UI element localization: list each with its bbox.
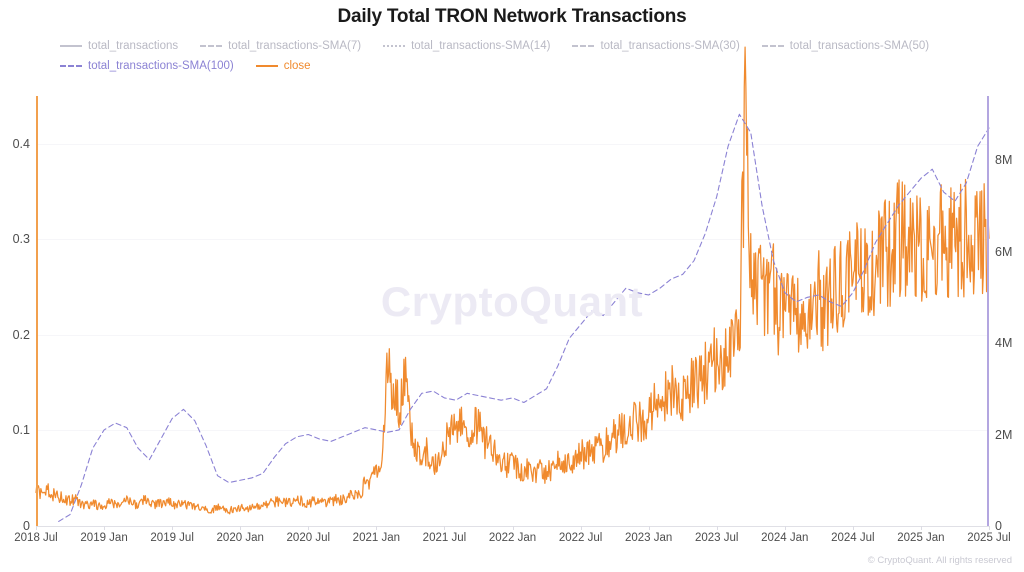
legend-item-6[interactable]: close bbox=[255, 58, 311, 74]
x-tick-label-7: 2022 Jan bbox=[488, 532, 537, 544]
legend-item-0[interactable]: total_transactions bbox=[60, 38, 178, 54]
y-tick-right-0: 0 bbox=[995, 519, 1002, 533]
legend-item-label: total_transactions-SMA(14) bbox=[411, 40, 551, 52]
x-tick-mark-8 bbox=[580, 526, 582, 530]
legend-item-label: total_transactions bbox=[88, 40, 179, 52]
y-tick-right-2: 4M bbox=[995, 336, 1013, 351]
legend-item-5[interactable]: total_transactions-SMA(100) bbox=[60, 58, 234, 74]
x-tick-mark-4 bbox=[308, 526, 310, 530]
series-canvas bbox=[35, 46, 990, 522]
x-tick-mark-9 bbox=[648, 526, 650, 530]
x-tick-label-13: 2025 Jan bbox=[897, 532, 945, 544]
copyright-footer: © CryptoQuant. All rights reserved bbox=[867, 555, 1012, 566]
x-tick-mark-11 bbox=[784, 526, 786, 530]
x-tick-label-10: 2023 Jul bbox=[694, 532, 739, 544]
legend-item-1[interactable]: total_transactions-SMA(7) bbox=[200, 38, 361, 54]
legend-item-label: total_transactions-SMA(50) bbox=[789, 40, 930, 52]
legend-item-label: total_transactions-SMA(100) bbox=[88, 60, 234, 72]
x-tick-mark-7 bbox=[512, 526, 514, 530]
x-tick-mark-5 bbox=[376, 526, 378, 530]
y-tick-right-4: 8M bbox=[995, 153, 1013, 168]
x-tick-label-4: 2020 Jul bbox=[286, 532, 331, 544]
legend-line-swatch-icon bbox=[60, 65, 82, 67]
x-tick-mark-13 bbox=[920, 526, 922, 530]
y-tick-right-3: 6M bbox=[995, 244, 1013, 259]
legend-line-swatch-icon bbox=[383, 45, 406, 47]
series-line-total_transactions-SMA(100) bbox=[58, 113, 990, 522]
gridline bbox=[36, 143, 989, 145]
gridline bbox=[36, 334, 989, 336]
legend-item-label: total_transactions-SMA(7) bbox=[228, 40, 362, 52]
x-tick-label-6: 2021 Jul bbox=[422, 532, 467, 544]
x-tick-mark-3 bbox=[240, 526, 242, 530]
x-tick-label-12: 2024 Jul bbox=[831, 532, 875, 544]
x-tick-label-9: 2023 Jan bbox=[624, 532, 673, 544]
legend-item-4[interactable]: total_transactions-SMA(50) bbox=[761, 38, 930, 54]
y-axis-right-labels: 0 2M 4M 6M 8M bbox=[995, 96, 1024, 533]
y-tick-right-1: 2M bbox=[995, 427, 1013, 442]
y-tick-left-0: 0 bbox=[23, 519, 30, 533]
y-tick-left-4: 0.4 bbox=[12, 136, 30, 151]
y-axis-right-line bbox=[987, 96, 989, 526]
x-tick-label-14: 2025 Jul bbox=[967, 532, 1011, 544]
chart-legend[interactable]: total_transactions total_transactions-SMA… bbox=[60, 38, 1020, 74]
series-line-close bbox=[35, 46, 990, 515]
x-tick-mark-6 bbox=[444, 526, 446, 530]
y-axis-left-line bbox=[36, 96, 38, 526]
legend-line-swatch-icon bbox=[572, 45, 595, 47]
legend-line-swatch-icon bbox=[761, 45, 784, 47]
y-tick-left-1: 0.1 bbox=[12, 423, 30, 438]
x-tick-label-0: 2018 Jul bbox=[14, 532, 58, 544]
x-tick-label-8: 2022 Jul bbox=[558, 532, 603, 544]
legend-line-swatch-icon bbox=[60, 45, 82, 47]
legend-item-label: total_transactions-SMA(30) bbox=[600, 40, 740, 52]
x-tick-mark-1 bbox=[104, 526, 106, 530]
legend-item-3[interactable]: total_transactions-SMA(30) bbox=[572, 38, 740, 54]
x-axis-labels: 2018 Jul 2019 Jan 2019 Jul 2020 Jan 2020 Jul… bbox=[14, 532, 1010, 552]
legend-item-2[interactable]: total_transactions-SMA(14) bbox=[383, 38, 550, 54]
gridline bbox=[36, 430, 989, 432]
legend-item-label: close bbox=[283, 60, 311, 72]
x-tick-label-2: 2019 Jul bbox=[150, 532, 194, 544]
x-tick-label-11: 2024 Jan bbox=[761, 532, 809, 544]
x-tick-mark-2 bbox=[172, 526, 174, 530]
y-axis-left-labels: 0 0.1 0.2 0.3 0.4 bbox=[0, 96, 30, 533]
x-tick-mark-0 bbox=[36, 526, 37, 530]
y-tick-left-2: 0.2 bbox=[12, 327, 30, 342]
x-tick-mark-10 bbox=[716, 526, 718, 530]
legend-line-swatch-icon bbox=[255, 65, 278, 67]
gridline bbox=[36, 239, 989, 241]
plot-area bbox=[35, 46, 990, 526]
legend-line-swatch-icon bbox=[200, 45, 223, 47]
x-tick-label-5: 2021 Jan bbox=[352, 532, 401, 544]
y-tick-left-3: 0.3 bbox=[12, 232, 30, 247]
x-tick-mark-12 bbox=[852, 526, 854, 530]
x-tick-label-3: 2020 Jan bbox=[216, 532, 264, 544]
page-title: Daily Total TRON Network Transactions bbox=[337, 6, 687, 27]
x-tick-label-1: 2019 Jan bbox=[80, 532, 128, 544]
x-tick-mark-14 bbox=[989, 526, 990, 530]
